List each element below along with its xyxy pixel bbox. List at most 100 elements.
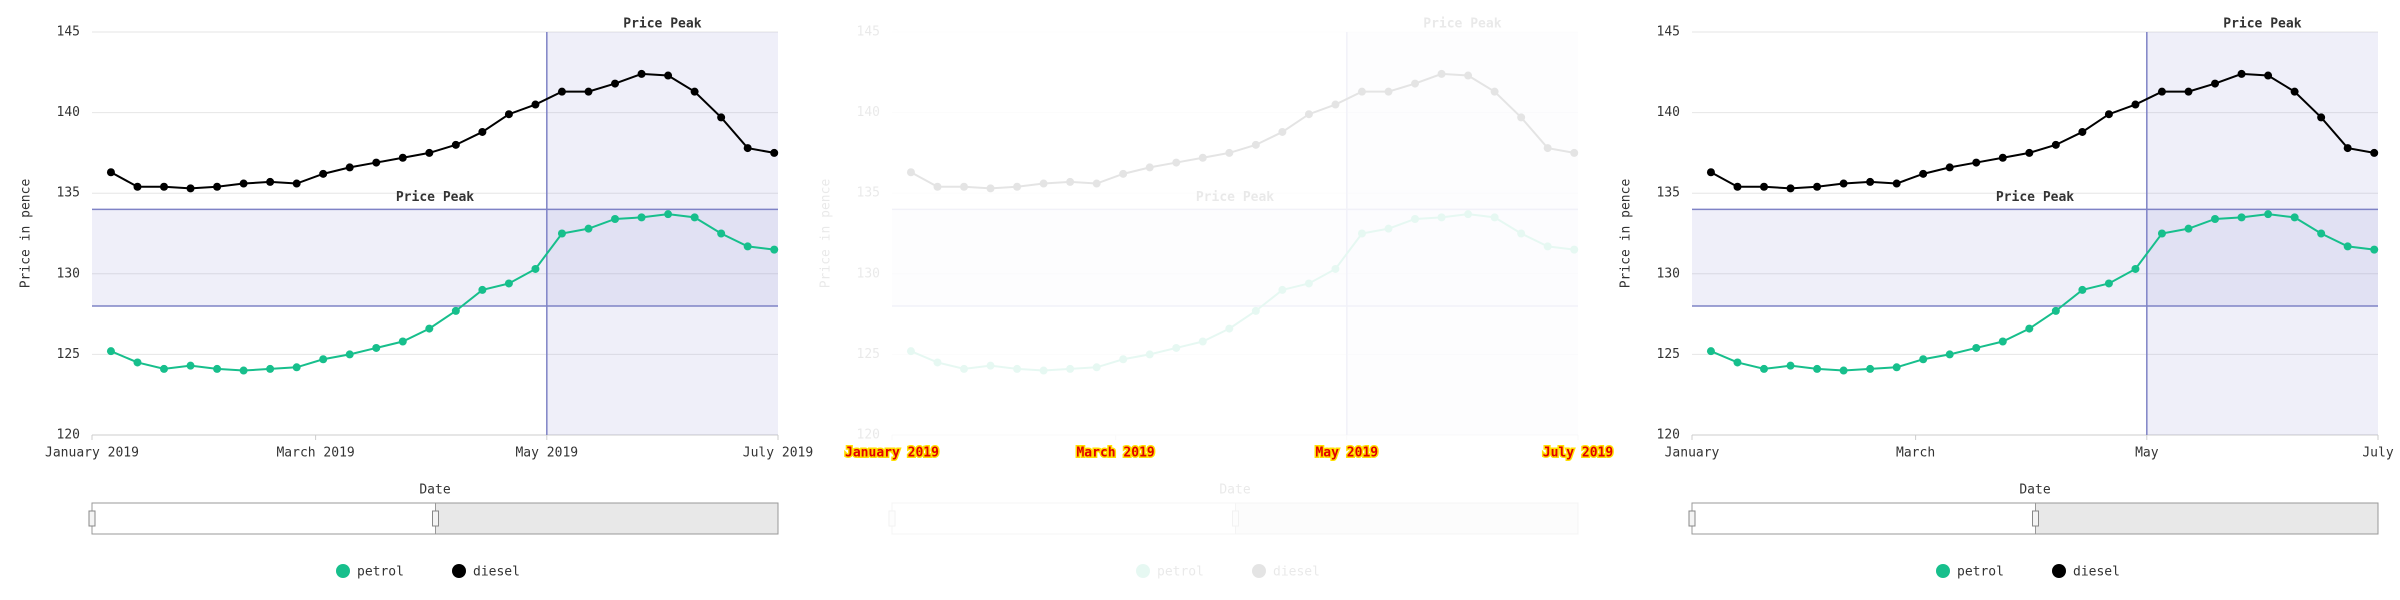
point bbox=[1892, 179, 1901, 188]
point bbox=[504, 279, 513, 288]
point bbox=[345, 350, 354, 359]
slider-handle[interactable] bbox=[2032, 510, 2039, 527]
point bbox=[1039, 366, 1048, 375]
point bbox=[1972, 158, 1981, 167]
legend-swatch[interactable] bbox=[1136, 564, 1150, 578]
x-tick-label: July 2019 bbox=[743, 446, 813, 461]
slider-handle[interactable] bbox=[888, 510, 896, 527]
point bbox=[770, 245, 779, 254]
legend-label[interactable]: petrol bbox=[1957, 565, 2004, 580]
annotation-label: Price Peak bbox=[623, 17, 701, 32]
legend-label[interactable]: petrol bbox=[1157, 565, 1204, 580]
point bbox=[1013, 182, 1022, 191]
point bbox=[2237, 69, 2246, 78]
point bbox=[690, 87, 699, 96]
point bbox=[239, 179, 248, 188]
series-line bbox=[110, 72, 775, 190]
y-tick-label: 140 bbox=[1657, 105, 1680, 120]
legend-label[interactable]: diesel bbox=[2073, 565, 2120, 580]
legend-swatch[interactable] bbox=[336, 564, 350, 578]
point bbox=[2051, 306, 2060, 315]
slider-handle[interactable] bbox=[1232, 510, 1239, 527]
point bbox=[2290, 213, 2299, 222]
slider-unselected bbox=[435, 502, 779, 535]
point bbox=[637, 213, 646, 222]
point bbox=[2370, 245, 2379, 254]
point bbox=[1786, 361, 1795, 370]
x-tick-label: May 2019 bbox=[1315, 446, 1378, 461]
point bbox=[504, 110, 513, 119]
x-tick-label: March bbox=[1896, 446, 1935, 461]
chart-body: 120 125 130 135 140 145 Price Peak Price Peak Pr… bbox=[19, 17, 779, 580]
x-tick-label: July 2019 bbox=[1543, 446, 1613, 461]
x-tick-label: March 2019 bbox=[1076, 446, 1154, 461]
point bbox=[213, 182, 222, 191]
point bbox=[2264, 210, 2273, 219]
point bbox=[186, 361, 195, 370]
y-axis-title: Price in pence bbox=[19, 179, 34, 289]
y-tick-label: 135 bbox=[57, 186, 80, 201]
slider-handle[interactable] bbox=[432, 510, 439, 527]
legend-swatch[interactable] bbox=[2052, 564, 2066, 578]
point bbox=[1998, 337, 2007, 346]
point bbox=[770, 148, 779, 157]
slider-handle[interactable] bbox=[1688, 510, 1696, 527]
legend-swatch[interactable] bbox=[1252, 564, 1266, 578]
point bbox=[425, 324, 434, 333]
point bbox=[1813, 182, 1822, 191]
point bbox=[186, 184, 195, 193]
point bbox=[160, 364, 169, 373]
point bbox=[1411, 79, 1420, 88]
point bbox=[1278, 127, 1287, 136]
legend-label[interactable]: diesel bbox=[1273, 565, 1320, 580]
point bbox=[1066, 177, 1075, 186]
x-tick-label: January 2019 bbox=[45, 446, 139, 461]
point bbox=[1437, 213, 1446, 222]
point bbox=[292, 363, 301, 372]
x-axis-title: Date bbox=[1219, 483, 1250, 498]
point bbox=[611, 79, 620, 88]
legend-label[interactable]: diesel bbox=[473, 565, 520, 580]
annotation-label: Price Peak bbox=[396, 190, 474, 205]
legend-swatch[interactable] bbox=[452, 564, 466, 578]
x-axis-title: Date bbox=[419, 483, 450, 498]
y-tick-label: 135 bbox=[857, 186, 880, 201]
y-axis-title: Price in pence bbox=[1619, 179, 1634, 289]
y-tick-label: 120 bbox=[857, 428, 880, 443]
slider-handle[interactable] bbox=[88, 510, 96, 527]
point bbox=[398, 153, 407, 162]
point bbox=[2104, 279, 2113, 288]
point bbox=[1517, 113, 1526, 122]
series-line bbox=[910, 213, 1575, 372]
point bbox=[2104, 110, 2113, 119]
chart-panel: 120 125 130 135 140 145 Price Peak Price Peak Pr… bbox=[19, 17, 814, 580]
point bbox=[1384, 87, 1393, 96]
point bbox=[1839, 366, 1848, 375]
y-tick-label: 145 bbox=[57, 25, 80, 40]
x-band bbox=[546, 32, 778, 435]
slider-track[interactable] bbox=[891, 502, 1579, 535]
series-line bbox=[910, 72, 1575, 190]
y-tick-label: 145 bbox=[1657, 25, 1680, 40]
point bbox=[2025, 324, 2034, 333]
legend-label[interactable]: petrol bbox=[357, 565, 404, 580]
point bbox=[213, 364, 222, 373]
point bbox=[743, 242, 752, 251]
point bbox=[2184, 224, 2193, 233]
chart-panel: 120 125 130 135 140 145 Price Peak Price Peak Pr… bbox=[1619, 17, 2394, 580]
point bbox=[1972, 343, 1981, 352]
point bbox=[1304, 279, 1313, 288]
point bbox=[1437, 69, 1446, 78]
point bbox=[319, 169, 328, 178]
legend-swatch[interactable] bbox=[1936, 564, 1950, 578]
point bbox=[1760, 364, 1769, 373]
x-tick-label: January bbox=[1665, 446, 1720, 461]
point bbox=[160, 182, 169, 191]
annotation-label: Price Peak bbox=[1196, 190, 1274, 205]
point bbox=[2078, 127, 2087, 136]
point bbox=[1119, 169, 1128, 178]
chart-panel: 120 125 130 135 140 145 Price Peak Price Peak Pr… bbox=[819, 17, 1615, 580]
series-line bbox=[110, 213, 775, 372]
point bbox=[1092, 179, 1101, 188]
y-tick-label: 130 bbox=[1657, 266, 1680, 281]
